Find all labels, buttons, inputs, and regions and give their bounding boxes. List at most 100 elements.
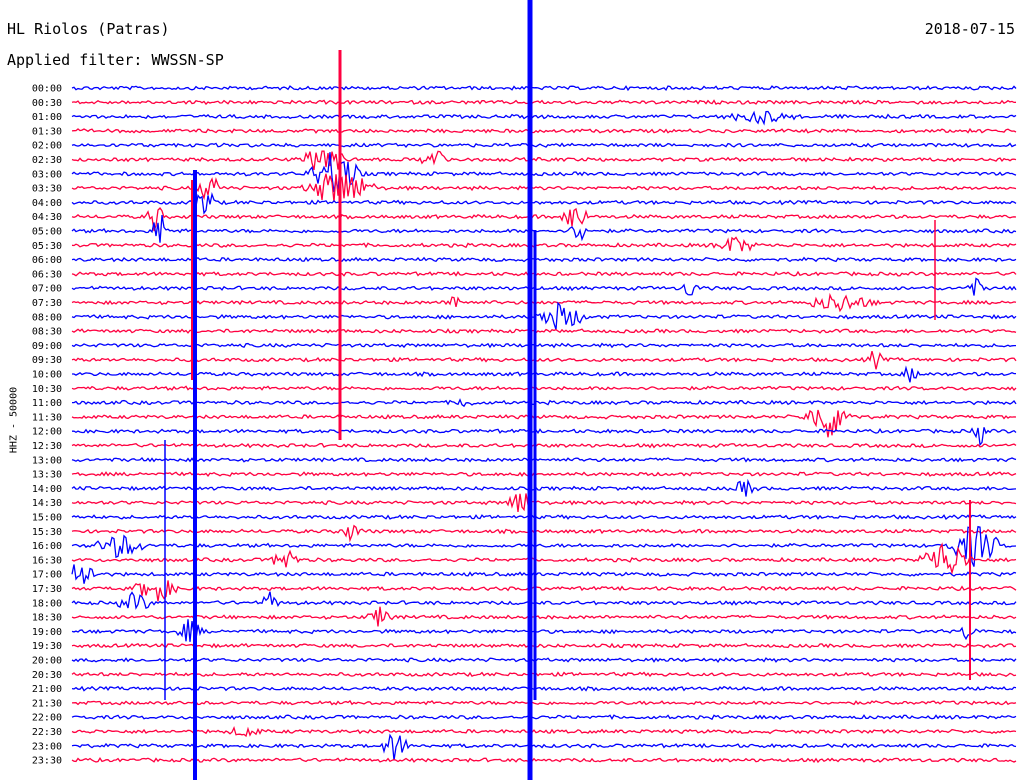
row-time-label: 01:00 — [32, 112, 62, 123]
row-time-label: 17:30 — [32, 584, 62, 595]
row-time-label: 06:00 — [32, 255, 62, 266]
row-time-label: 18:30 — [32, 613, 62, 624]
trace-row — [71, 525, 1017, 567]
trace-row — [71, 756, 1017, 764]
row-time-label: 07:30 — [32, 298, 62, 309]
row-time-label: 21:30 — [32, 698, 62, 709]
trace-row — [71, 301, 1017, 330]
trace-row — [71, 110, 1017, 126]
row-time-label: 00:00 — [32, 84, 62, 95]
row-time-label: 19:30 — [32, 641, 62, 652]
trace-row — [71, 725, 1017, 738]
trace-row — [71, 442, 1017, 449]
trace-row — [71, 478, 1017, 497]
row-time-label: 17:00 — [32, 570, 62, 581]
row-time-label: 05:00 — [32, 227, 62, 238]
trace-row — [71, 85, 1017, 92]
date-label: 2018-07-15 — [924, 20, 1015, 38]
trace-row — [71, 385, 1017, 391]
trace-row — [71, 642, 1017, 649]
trace-row — [71, 127, 1017, 134]
trace-row — [72, 398, 1017, 408]
row-time-label: 20:00 — [32, 656, 62, 667]
row-time-label: 16:00 — [32, 541, 62, 552]
trace-row — [71, 150, 1017, 171]
trace-row — [72, 365, 1016, 383]
row-time-label: 23:00 — [32, 741, 62, 752]
row-time-label: 20:30 — [32, 670, 62, 681]
row-time-label: 01:30 — [32, 126, 62, 137]
trace-row — [71, 192, 1017, 215]
trace-row — [71, 256, 1017, 263]
trace-group — [71, 0, 1017, 780]
row-time-label: 04:00 — [32, 198, 62, 209]
trace-row — [71, 206, 1017, 232]
trace-row — [71, 292, 1017, 313]
row-time-label: 11:00 — [32, 398, 62, 409]
trace-row — [71, 351, 1017, 370]
trace-row — [71, 699, 1017, 706]
row-time-label: 04:30 — [32, 212, 62, 223]
row-label-group: 00:00 00:30 01:00 01:30 02:00 02:30 03:00 03:30… — [32, 84, 62, 767]
row-time-label: 12:00 — [32, 427, 62, 438]
row-time-label: 14:00 — [32, 484, 62, 495]
row-time-label: 14:30 — [32, 498, 62, 509]
trace-row — [71, 580, 1017, 602]
trace-row — [71, 214, 1017, 243]
row-time-label: 15:30 — [32, 527, 62, 538]
row-time-label: 11:30 — [32, 412, 62, 423]
row-time-label: 02:30 — [32, 155, 62, 166]
row-time-label: 02:00 — [32, 141, 62, 152]
row-time-label: 23:30 — [32, 756, 62, 767]
trace-row — [71, 685, 1017, 692]
trace-row — [71, 342, 1016, 349]
row-time-label: 09:00 — [32, 341, 62, 352]
trace-row — [71, 471, 1017, 478]
row-time-label: 06:30 — [32, 269, 62, 280]
row-time-label: 13:30 — [32, 470, 62, 481]
row-time-label: 07:00 — [32, 284, 62, 295]
trace-row — [71, 236, 1017, 252]
trace-row — [71, 733, 1017, 761]
row-time-label: 16:30 — [32, 555, 62, 566]
row-time-label: 03:30 — [32, 184, 62, 195]
row-time-label: 10:00 — [32, 370, 62, 381]
trace-row — [71, 409, 1017, 438]
row-time-label: 08:30 — [32, 327, 62, 338]
row-time-label: 18:00 — [32, 598, 62, 609]
trace-row — [71, 142, 1017, 149]
trace-row — [71, 714, 1017, 721]
trace-row — [71, 657, 1017, 664]
row-time-label: 00:30 — [32, 98, 62, 109]
row-time-label: 08:00 — [32, 312, 62, 323]
row-time-label: 21:00 — [32, 684, 62, 695]
row-time-label: 12:30 — [32, 441, 62, 452]
trace-row — [71, 564, 1017, 584]
trace-row — [71, 277, 1017, 296]
trace-row — [71, 619, 1017, 642]
trace-row — [71, 524, 1017, 543]
row-time-label: 09:30 — [32, 355, 62, 366]
station-title: HL Riolos (Patras) — [7, 20, 170, 38]
trace-row — [71, 152, 1017, 193]
trace-row — [71, 328, 1017, 334]
filter-label: Applied filter: WWSSN-SP — [7, 51, 224, 69]
row-time-label: 03:00 — [32, 169, 62, 180]
row-time-label: 10:30 — [32, 384, 62, 395]
trace-row — [71, 606, 1017, 627]
row-time-label: 05:30 — [32, 241, 62, 252]
row-time-label: 13:00 — [32, 455, 62, 466]
row-time-label: 22:30 — [32, 727, 62, 738]
trace-row — [71, 427, 1017, 447]
trace-row — [71, 99, 1017, 106]
row-time-label: 15:00 — [32, 513, 62, 524]
row-time-label: 22:00 — [32, 713, 62, 724]
trace-row — [71, 671, 1017, 678]
trace-row — [71, 514, 1017, 520]
row-time-label: 19:00 — [32, 627, 62, 638]
trace-row — [71, 457, 1017, 463]
trace-row — [71, 270, 1017, 277]
trace-row — [71, 542, 1017, 576]
trace-row — [71, 591, 1017, 610]
